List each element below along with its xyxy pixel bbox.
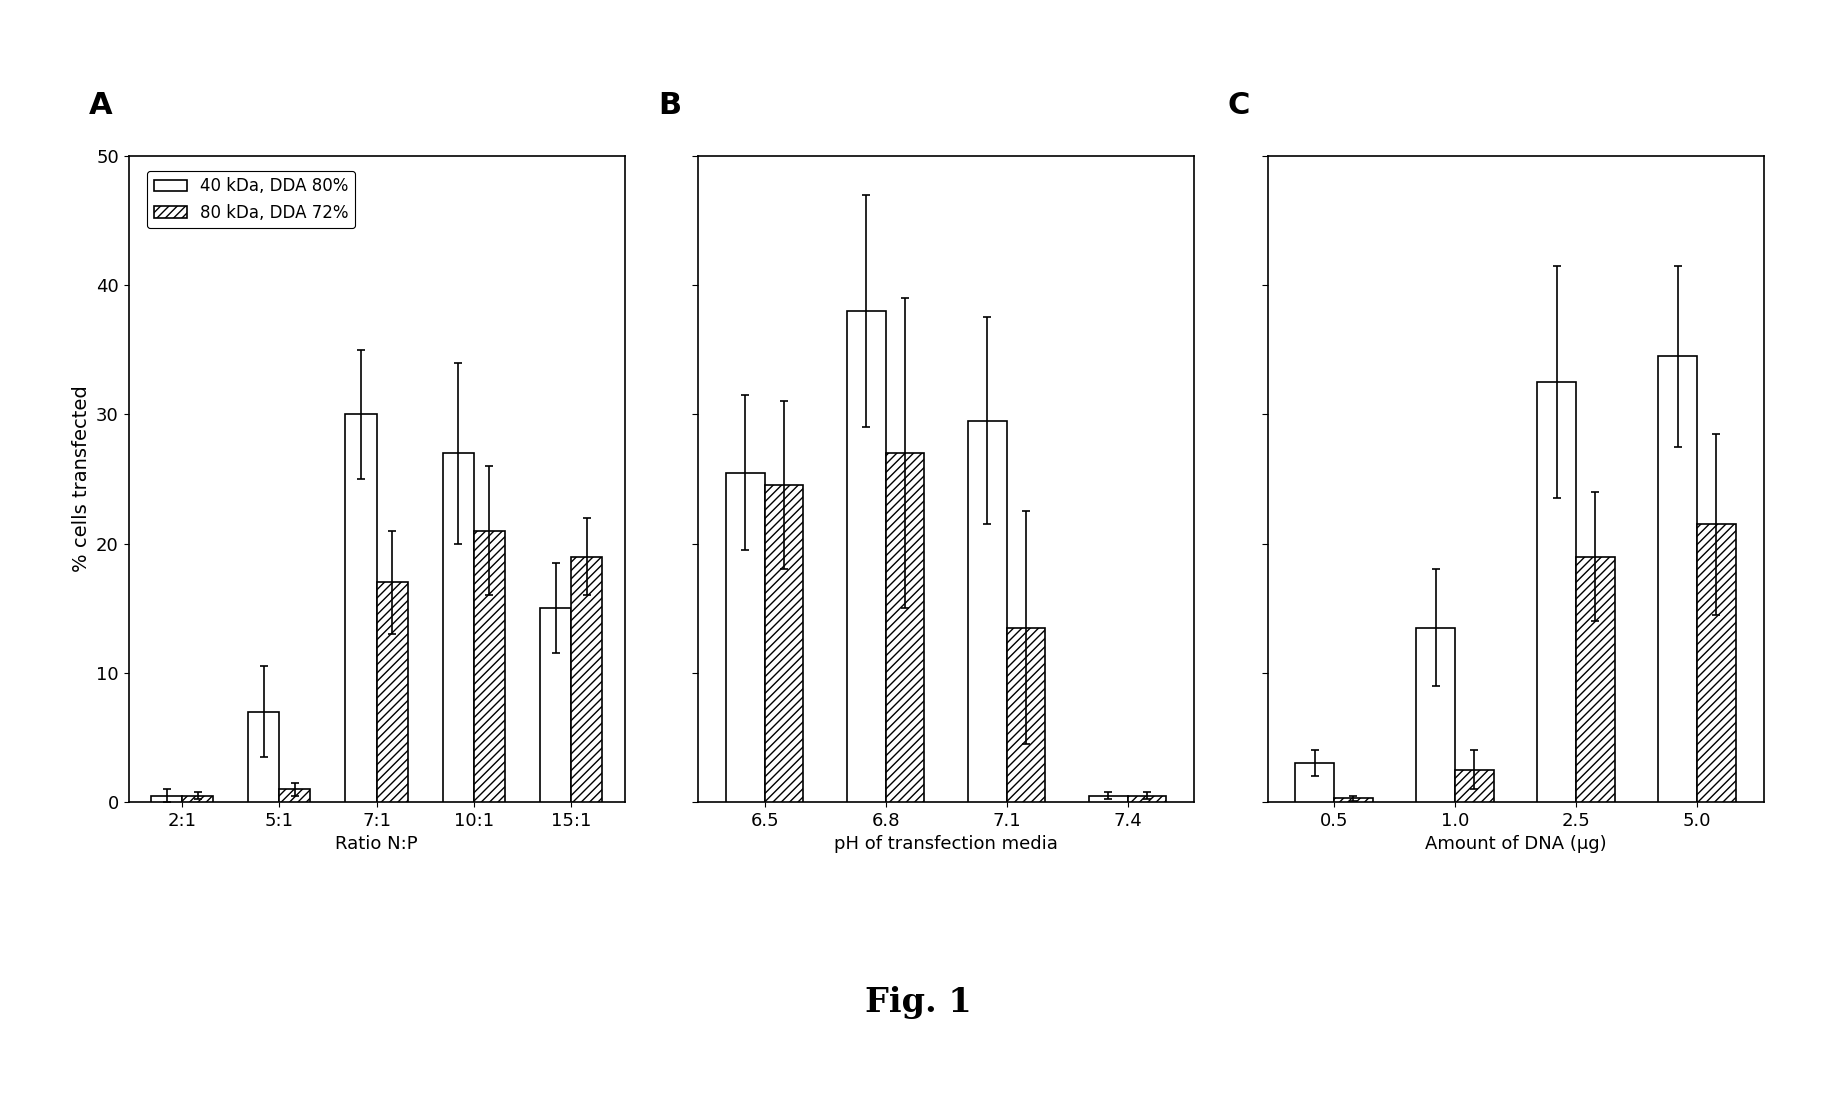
Bar (279, 789, 310, 802)
Bar (248, 712, 279, 802)
Bar (1576, 557, 1615, 802)
Bar (968, 421, 1007, 802)
Bar (1538, 382, 1576, 802)
Bar (1334, 799, 1372, 802)
Bar (151, 795, 182, 802)
Legend: 40 kDa, DDA 80%, 80 kDa, DDA 72%: 40 kDa, DDA 80%, 80 kDa, DDA 72% (147, 170, 355, 228)
Bar (443, 453, 474, 802)
Bar (571, 557, 603, 802)
Bar (1455, 770, 1493, 802)
Bar (1089, 795, 1128, 802)
Bar (182, 795, 213, 802)
Bar (540, 608, 571, 802)
Y-axis label: % cells transfected: % cells transfected (72, 385, 90, 573)
Bar (1697, 525, 1736, 802)
Bar (847, 311, 885, 802)
Bar (1295, 763, 1334, 802)
Bar (1128, 795, 1166, 802)
Text: Fig. 1: Fig. 1 (865, 986, 972, 1019)
Bar (1659, 356, 1697, 802)
X-axis label: pH of transfection media: pH of transfection media (834, 836, 1058, 853)
Bar (1416, 627, 1455, 802)
Text: B: B (658, 91, 682, 120)
Bar (377, 583, 408, 802)
Bar (1007, 627, 1045, 802)
X-axis label: Ratio N:P: Ratio N:P (336, 836, 417, 853)
Bar (764, 486, 803, 802)
X-axis label: Amount of DNA (μg): Amount of DNA (μg) (1426, 836, 1606, 853)
Bar (885, 453, 924, 802)
Text: A: A (88, 91, 112, 120)
Bar (474, 530, 505, 802)
Bar (726, 472, 764, 802)
Text: C: C (1227, 91, 1251, 120)
Bar (345, 414, 377, 802)
